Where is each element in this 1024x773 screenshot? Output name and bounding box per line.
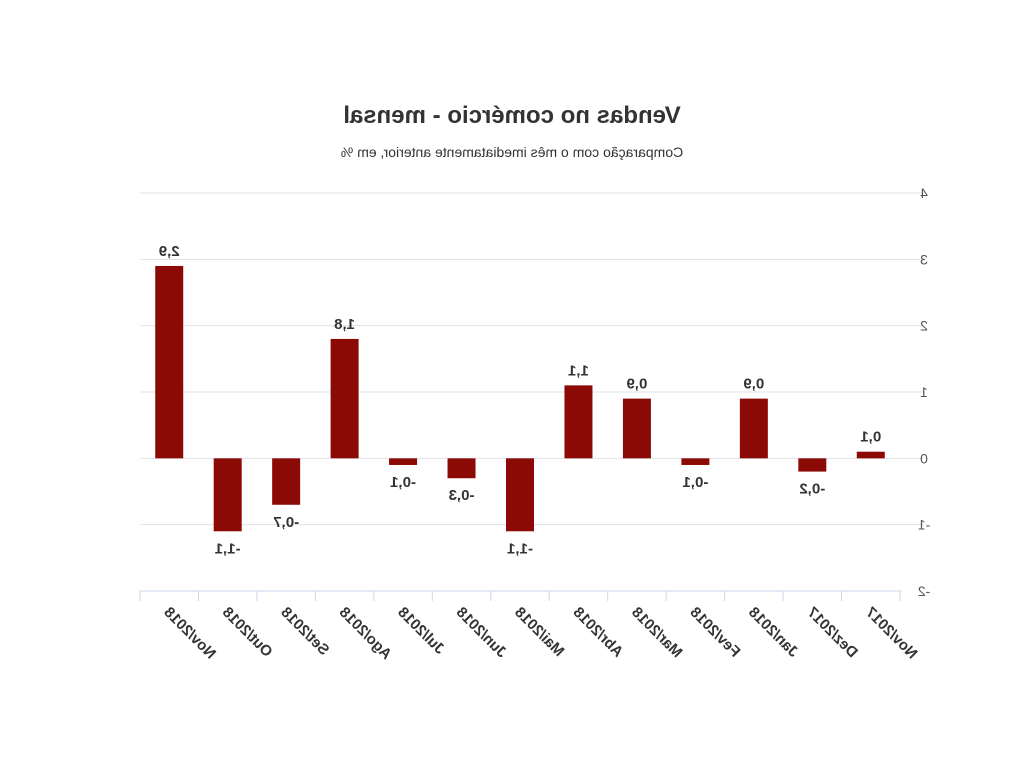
x-category-label: Jan/2018 <box>745 604 802 661</box>
y-tick-label: 0 <box>920 450 928 466</box>
bar[interactable] <box>272 458 301 505</box>
bar[interactable] <box>798 458 827 472</box>
chart-subtitle: Comparação com o mês imediatamente anter… <box>341 144 683 160</box>
data-label: -0,7 <box>273 514 299 531</box>
y-tick-label: 2 <box>920 318 928 334</box>
data-label: -1,1 <box>215 540 241 557</box>
data-label: -0,1 <box>390 474 416 491</box>
y-tick-label: -1 <box>918 517 931 533</box>
y-tick-label: 1 <box>920 384 928 400</box>
data-label: 0,9 <box>743 376 764 393</box>
y-tick-label: 3 <box>920 251 928 267</box>
y-tick-label: -2 <box>918 583 931 599</box>
mirrored-chart-group: Vendas no comércio - mensal Comparação c… <box>139 102 931 663</box>
data-labels: 0,1 -0,2 0,9 -0,1 0,9 1,1 -1,1 -0,3 -0,1 1,8 -0,7 -… <box>159 243 881 557</box>
bar[interactable] <box>155 265 184 459</box>
data-label: -1,1 <box>507 540 533 557</box>
x-category-label: Set/2018 <box>277 604 332 659</box>
x-category-label: Nov/2018 <box>160 604 219 663</box>
x-category-label: Mai/2018 <box>511 604 567 660</box>
bar[interactable] <box>739 398 768 459</box>
bar[interactable] <box>389 458 418 465</box>
x-category-label: Mar/2018 <box>628 604 685 661</box>
x-category-label: Fev/2018 <box>687 604 744 661</box>
x-category-label: Jun/2018 <box>453 604 510 661</box>
x-category-label: Ago/2018 <box>336 604 395 663</box>
data-label: -0,3 <box>449 487 475 504</box>
bar[interactable] <box>856 451 885 459</box>
x-category-label: Dez/2017 <box>803 604 860 661</box>
bars <box>155 265 885 532</box>
data-label: 0,1 <box>860 429 881 446</box>
y-tick-label: 4 <box>920 185 928 201</box>
bar[interactable] <box>506 458 534 532</box>
data-label: 0,9 <box>626 376 647 393</box>
x-category-label: Nov/2017 <box>862 604 921 663</box>
x-category-label: Abr/2018 <box>570 604 627 661</box>
data-label: -0,2 <box>799 481 825 498</box>
x-category-label: Out/2018 <box>219 604 276 661</box>
gridlines <box>140 192 924 526</box>
y-axis-ticks: -2 -1 0 1 2 3 4 <box>918 185 931 599</box>
x-category-label: Jul/2018 <box>394 604 448 658</box>
bar[interactable] <box>622 398 651 459</box>
data-label: 1,8 <box>334 316 355 333</box>
x-axis: Nov/2017Dez/2017Jan/2018Fev/2018Mar/2018… <box>139 590 921 663</box>
bar[interactable] <box>330 338 359 459</box>
bar[interactable] <box>564 385 593 459</box>
bar[interactable] <box>213 458 242 532</box>
data-label: -0,1 <box>682 474 708 491</box>
bar[interactable] <box>681 458 710 465</box>
data-label: 2,9 <box>159 243 180 260</box>
data-label: 1,1 <box>568 362 589 379</box>
chart-title: Vendas no comércio - mensal <box>343 102 680 129</box>
bar[interactable] <box>447 458 476 479</box>
